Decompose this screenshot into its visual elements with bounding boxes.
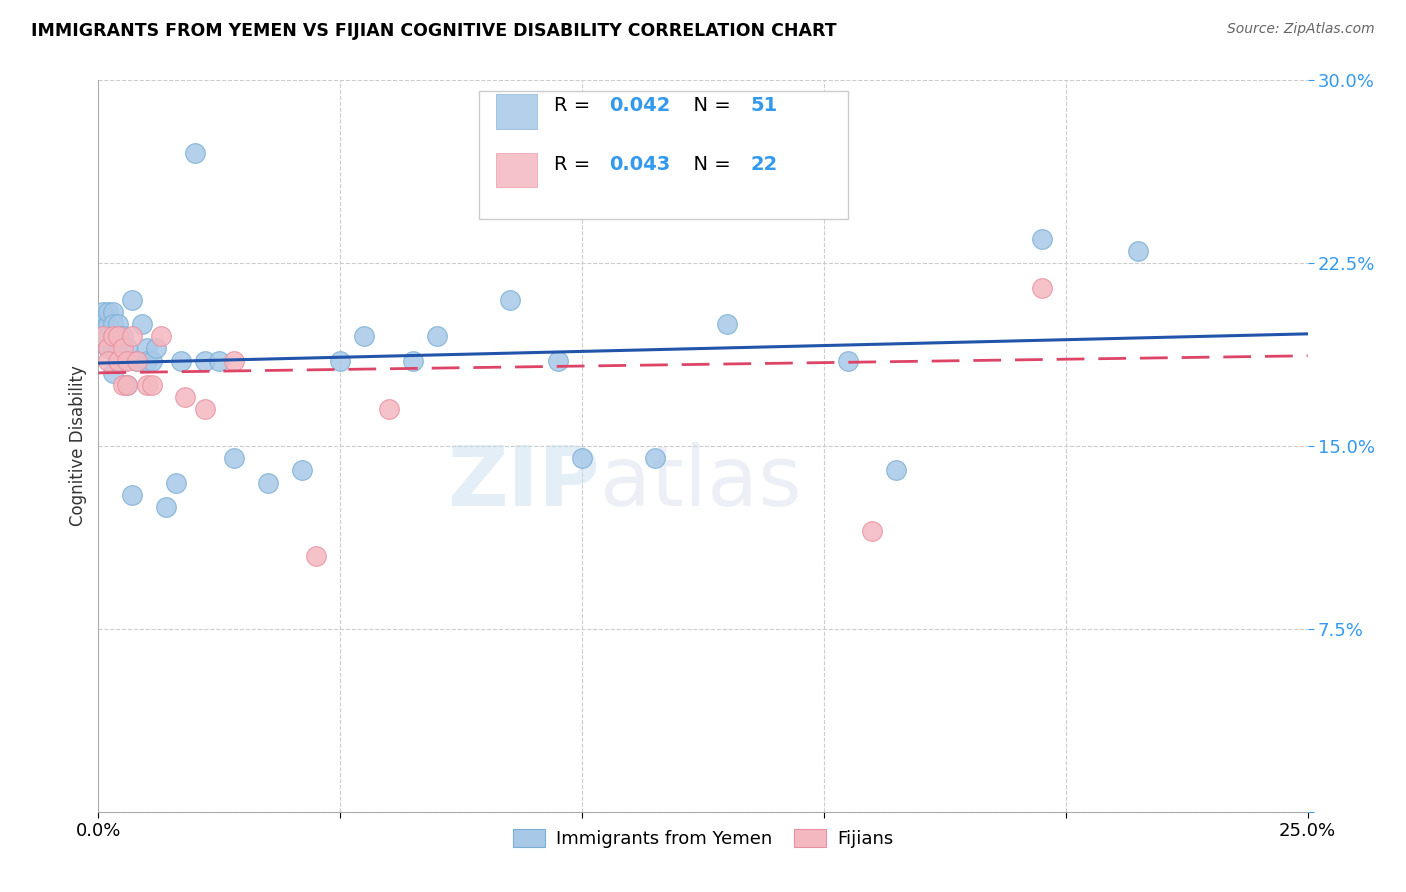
Point xyxy=(141,353,163,368)
Legend: Immigrants from Yemen, Fijians: Immigrants from Yemen, Fijians xyxy=(505,822,901,855)
Text: 0.042: 0.042 xyxy=(609,96,671,115)
Point xyxy=(101,329,124,343)
Point xyxy=(860,524,883,539)
Point xyxy=(107,317,129,331)
FancyBboxPatch shape xyxy=(496,153,537,187)
Text: 22: 22 xyxy=(751,155,778,174)
Point xyxy=(111,329,134,343)
Point xyxy=(141,378,163,392)
Point xyxy=(111,378,134,392)
Point xyxy=(145,342,167,356)
Text: 51: 51 xyxy=(751,96,778,115)
Point xyxy=(135,378,157,392)
Point xyxy=(426,329,449,343)
Point xyxy=(256,475,278,490)
Point xyxy=(1128,244,1150,258)
Point xyxy=(377,402,399,417)
Point xyxy=(194,402,217,417)
Point xyxy=(107,353,129,368)
Text: atlas: atlas xyxy=(600,442,801,523)
Point xyxy=(101,317,124,331)
Point xyxy=(97,329,120,343)
Text: IMMIGRANTS FROM YEMEN VS FIJIAN COGNITIVE DISABILITY CORRELATION CHART: IMMIGRANTS FROM YEMEN VS FIJIAN COGNITIV… xyxy=(31,22,837,40)
Point xyxy=(644,451,666,466)
Point xyxy=(194,353,217,368)
Point xyxy=(208,353,231,368)
Point xyxy=(121,488,143,502)
Point xyxy=(837,353,859,368)
FancyBboxPatch shape xyxy=(496,95,537,128)
Point xyxy=(101,342,124,356)
Point xyxy=(127,353,149,368)
Y-axis label: Cognitive Disability: Cognitive Disability xyxy=(69,366,87,526)
Point xyxy=(131,317,153,331)
Point xyxy=(305,549,328,563)
Point xyxy=(91,329,114,343)
Point xyxy=(886,463,908,477)
Point xyxy=(117,342,139,356)
Point xyxy=(402,353,425,368)
Point xyxy=(107,353,129,368)
FancyBboxPatch shape xyxy=(479,91,848,219)
Point xyxy=(135,342,157,356)
Point xyxy=(91,317,114,331)
Point xyxy=(91,305,114,319)
Point xyxy=(127,353,149,368)
Point xyxy=(111,353,134,368)
Point xyxy=(135,353,157,368)
Point xyxy=(329,353,352,368)
Point xyxy=(107,329,129,343)
Point xyxy=(716,317,738,331)
Point xyxy=(165,475,187,490)
Point xyxy=(107,329,129,343)
Point xyxy=(571,451,593,466)
Point xyxy=(1031,280,1053,294)
Point xyxy=(155,500,177,514)
Point xyxy=(498,293,520,307)
Point xyxy=(97,305,120,319)
Point xyxy=(121,329,143,343)
Point xyxy=(184,146,207,161)
Point xyxy=(101,329,124,343)
Point xyxy=(101,366,124,380)
Point xyxy=(97,317,120,331)
Text: Source: ZipAtlas.com: Source: ZipAtlas.com xyxy=(1227,22,1375,37)
Text: N =: N = xyxy=(682,96,737,115)
Text: R =: R = xyxy=(554,155,596,174)
Point xyxy=(222,451,245,466)
Point xyxy=(290,463,312,477)
Point xyxy=(111,342,134,356)
Point xyxy=(97,342,120,356)
Point xyxy=(174,390,197,404)
Point xyxy=(169,353,191,368)
Point xyxy=(101,305,124,319)
Text: ZIP: ZIP xyxy=(447,442,600,523)
Point xyxy=(117,353,139,368)
Point xyxy=(1031,232,1053,246)
Point xyxy=(150,329,173,343)
Point xyxy=(107,329,129,343)
Point xyxy=(107,342,129,356)
Point xyxy=(117,378,139,392)
Text: N =: N = xyxy=(682,155,737,174)
Text: R =: R = xyxy=(554,96,596,115)
Point xyxy=(547,353,569,368)
Point xyxy=(121,293,143,307)
Point xyxy=(117,378,139,392)
Point xyxy=(97,342,120,356)
Point xyxy=(222,353,245,368)
Text: 0.043: 0.043 xyxy=(609,155,669,174)
Point xyxy=(91,329,114,343)
Point xyxy=(353,329,375,343)
Point xyxy=(97,353,120,368)
